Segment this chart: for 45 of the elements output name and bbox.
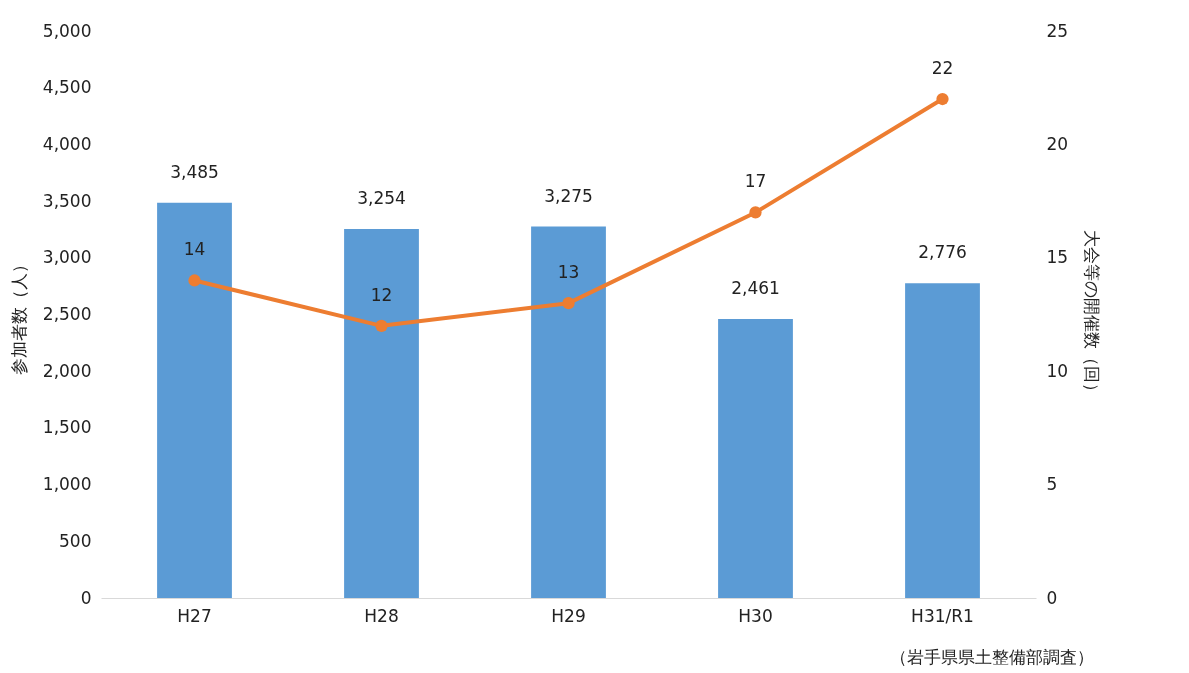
y-tick-label: 1,000: [42, 474, 92, 495]
y-tick-label: 4,500: [42, 77, 92, 98]
y-tick-label: 500: [59, 530, 92, 551]
bar: [157, 202, 232, 598]
x-tick-label: H31/R1: [911, 605, 974, 626]
data-label: 17: [744, 171, 767, 192]
y2-tick-label: 15: [1046, 247, 1069, 268]
x-tick-label: H30: [738, 605, 773, 626]
data-label: 14: [183, 239, 206, 260]
y-tick-label: 3,000: [42, 247, 92, 268]
bar: [718, 318, 793, 598]
data-label: 13: [557, 262, 580, 283]
data-label: 3,275: [544, 185, 593, 206]
y-tick-label: 1,500: [42, 417, 92, 438]
y-axis-title: 参加者数（人）: [8, 255, 29, 375]
y2-axis-title: 大会等の開催数（回）: [1082, 230, 1103, 400]
point: [375, 319, 388, 332]
y-tick-label: 2,000: [42, 360, 92, 381]
bar: [905, 283, 980, 598]
x-tick-label: H27: [177, 605, 212, 626]
data-label: 2,776: [918, 242, 967, 263]
bar: [531, 226, 606, 598]
y2-tick-label: 10: [1046, 360, 1069, 381]
y2-tick-label: 20: [1046, 133, 1069, 154]
y2-tick-label: 5: [1046, 474, 1058, 495]
x-tick-label: H28: [364, 605, 399, 626]
point: [936, 92, 949, 106]
point: [562, 297, 575, 310]
y-tick-label: 0: [80, 587, 92, 608]
point: [749, 206, 762, 219]
y2-tick-label: 25: [1046, 20, 1069, 41]
data-label: 3,254: [357, 188, 406, 208]
data-label: 22: [931, 58, 954, 79]
x-tick-label: H29: [551, 605, 586, 626]
data-label: 12: [370, 284, 393, 305]
bar: [344, 229, 419, 598]
y-tick-label: 4,000: [42, 133, 92, 154]
point: [188, 274, 201, 287]
data-label: 2,461: [731, 277, 780, 298]
y-tick-label: 5,000: [42, 20, 92, 41]
y2-tick-label: 0: [1046, 587, 1058, 608]
y-tick-label: 3,500: [42, 190, 92, 211]
data-label: 3,485: [170, 161, 219, 182]
y-tick-label: 2,500: [42, 304, 92, 324]
text: （岩手県県土整備部調査）: [890, 646, 1094, 669]
